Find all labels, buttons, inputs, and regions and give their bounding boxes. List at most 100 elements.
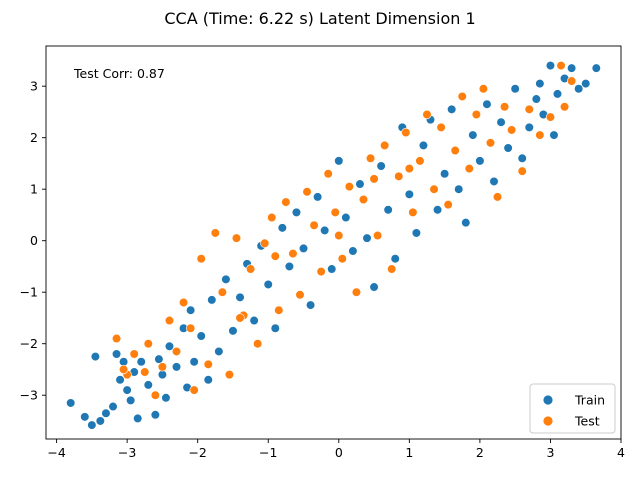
test-point xyxy=(567,76,577,86)
train-point xyxy=(334,156,344,166)
train-point xyxy=(291,207,302,217)
test-point xyxy=(380,140,390,151)
train-point xyxy=(535,79,545,89)
x-tick-label: −4 xyxy=(47,445,65,460)
test-point xyxy=(422,109,432,120)
train-point xyxy=(101,408,111,418)
train-point xyxy=(305,300,316,310)
chart-title: CCA (Time: 6.22 s) Latent Dimension 1 xyxy=(164,9,475,28)
train-point xyxy=(221,274,231,284)
train-point xyxy=(581,79,591,89)
test-point xyxy=(524,104,534,114)
y-tick-label: 3 xyxy=(30,79,38,94)
train-point xyxy=(171,362,182,372)
train-point xyxy=(161,393,171,403)
train-point xyxy=(136,357,146,367)
test-point xyxy=(203,359,213,369)
test-point xyxy=(450,145,460,156)
test-point xyxy=(334,230,344,241)
test-point xyxy=(288,248,298,259)
test-point xyxy=(415,156,425,166)
test-point xyxy=(394,171,404,181)
test-point xyxy=(372,230,383,241)
test-point xyxy=(302,187,312,197)
x-tick-label: 2 xyxy=(476,445,484,460)
test-point xyxy=(365,153,376,163)
test-point xyxy=(535,130,545,140)
train-point xyxy=(277,223,287,233)
y-tick-label: −3 xyxy=(20,388,38,403)
train-point xyxy=(115,375,125,385)
train-point xyxy=(545,60,556,71)
legend-marker-test xyxy=(542,415,554,427)
train-point xyxy=(496,117,506,127)
test-point xyxy=(404,163,414,174)
y-tick-label: 2 xyxy=(30,130,38,145)
test-point xyxy=(478,84,489,94)
points-layer xyxy=(66,60,601,430)
x-tick-label: 3 xyxy=(546,445,554,460)
train-point xyxy=(482,99,492,109)
train-point xyxy=(567,63,577,73)
plot-background xyxy=(46,46,621,439)
train-point xyxy=(447,104,457,114)
test-point xyxy=(210,228,220,238)
test-point xyxy=(330,207,340,217)
train-point xyxy=(298,243,309,254)
test-point xyxy=(253,339,263,349)
train-point xyxy=(150,410,160,420)
test-point xyxy=(274,305,284,315)
y-tick-label: 1 xyxy=(30,182,38,197)
test-point xyxy=(401,127,411,138)
train-point xyxy=(320,225,330,235)
test-point xyxy=(436,122,446,132)
test-point xyxy=(150,390,160,400)
train-point xyxy=(369,282,379,292)
train-point xyxy=(186,305,196,315)
test-point xyxy=(556,60,566,71)
test-point xyxy=(499,102,510,112)
test-point xyxy=(281,197,291,207)
train-point xyxy=(133,413,143,423)
test-point xyxy=(316,267,326,277)
test-point xyxy=(231,233,242,243)
test-point xyxy=(358,194,369,205)
train-point xyxy=(475,156,485,166)
train-point xyxy=(362,233,372,243)
test-point xyxy=(507,125,517,135)
legend-marker-train xyxy=(542,394,554,406)
test-point xyxy=(464,163,474,174)
test-point xyxy=(351,287,362,297)
test-point xyxy=(196,254,206,264)
y-tick-label: 0 xyxy=(30,233,38,248)
train-point xyxy=(348,246,358,256)
y-axis: −3 −2 −1 0 1 2 3 xyxy=(20,79,46,403)
test-point xyxy=(545,112,556,122)
train-point xyxy=(404,189,414,199)
train-point xyxy=(313,192,323,202)
test-point xyxy=(217,287,227,297)
train-point xyxy=(214,346,224,357)
train-point xyxy=(284,261,295,272)
test-point xyxy=(143,339,153,349)
train-point xyxy=(196,331,206,341)
train-point xyxy=(327,264,337,274)
train-point xyxy=(432,205,443,215)
test-point xyxy=(178,297,189,308)
test-point xyxy=(429,184,439,194)
train-point xyxy=(80,412,90,422)
x-tick-label: −2 xyxy=(188,445,206,460)
test-point xyxy=(485,138,496,148)
test-point xyxy=(369,174,379,184)
x-tick-label: 0 xyxy=(335,445,343,460)
train-point xyxy=(154,354,164,364)
test-point xyxy=(270,251,280,261)
train-point xyxy=(87,420,97,430)
train-point xyxy=(411,228,421,238)
test-point xyxy=(387,264,397,274)
train-point xyxy=(461,218,471,228)
test-point xyxy=(260,238,270,248)
legend-label-test: Test xyxy=(574,414,600,429)
train-point xyxy=(341,212,351,223)
